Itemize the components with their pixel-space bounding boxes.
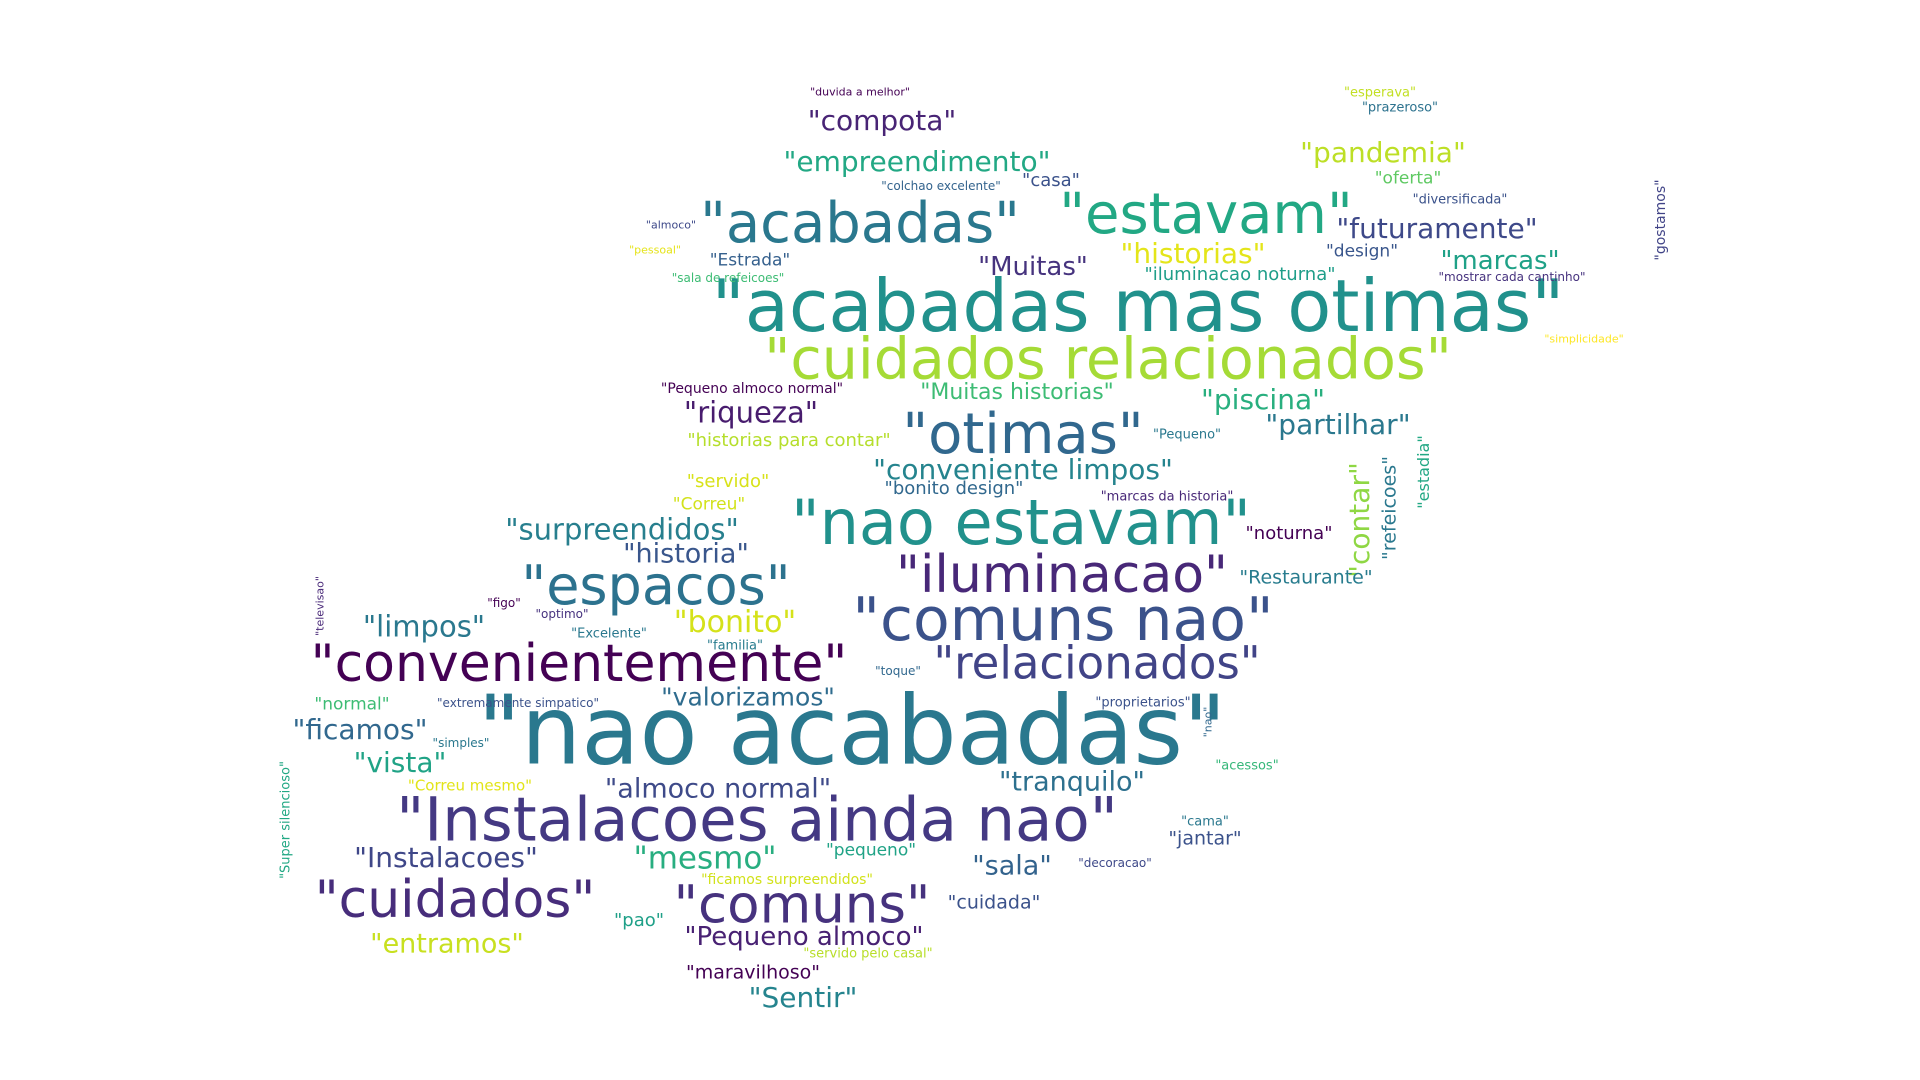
- word: "casa": [1022, 170, 1080, 191]
- word: "surpreendidos": [505, 512, 739, 547]
- word: "valorizamos": [661, 682, 835, 712]
- word: "bonito": [673, 605, 797, 640]
- word: "diversificada": [1412, 192, 1508, 208]
- word: "Excelente": [571, 626, 647, 642]
- word: "historia": [623, 538, 749, 570]
- word: "maravilhoso": [685, 961, 821, 984]
- word: "duvida a melhor": [810, 85, 910, 99]
- word: "empreendimento": [783, 145, 1051, 178]
- word: "acabadas mas otimas": [711, 264, 1565, 348]
- word: "pequeno": [825, 840, 917, 861]
- word: "Pequeno almoco": [684, 922, 924, 952]
- word: "pandemia": [1300, 136, 1466, 169]
- word: "Correu": [672, 494, 746, 515]
- word: "Instalacoes ainda nao": [396, 784, 1118, 856]
- word: "marcas da historia": [1100, 489, 1234, 505]
- word: "convenientemente": [310, 634, 848, 694]
- word: "historias": [1120, 237, 1266, 270]
- word: "pao": [613, 910, 665, 931]
- word: "Instalacoes": [354, 841, 538, 874]
- word: "tranquilo": [999, 766, 1145, 798]
- word: "iluminacao": [896, 545, 1228, 605]
- word: "mesmo": [633, 840, 777, 877]
- word: "Estrada": [709, 250, 791, 271]
- word: "acabadas": [700, 191, 1020, 256]
- word: "pessoal": [629, 243, 681, 257]
- word: "cuidados": [314, 870, 596, 930]
- word: "almoco": [645, 218, 697, 232]
- word: "esperava": [1344, 85, 1416, 101]
- word: "piscina": [1201, 383, 1325, 416]
- word: "servido": [686, 471, 770, 492]
- word: "optimo": [535, 607, 589, 621]
- word: "espacos": [521, 554, 791, 617]
- word: "mostrar cada cantinho": [1438, 270, 1586, 284]
- word: "gostamos": [1653, 179, 1669, 261]
- word: "proprietarios": [1095, 695, 1191, 711]
- word: "Pequeno almoco normal": [660, 381, 844, 397]
- word: "Muitas": [978, 252, 1088, 282]
- word: "riqueza": [683, 395, 819, 430]
- word: "acessos": [1215, 758, 1279, 774]
- word: "sala de refeicoes": [671, 271, 785, 285]
- word: "estadia": [1414, 435, 1433, 509]
- word: "figo": [487, 596, 521, 610]
- word: "extremamente simpatico": [437, 696, 599, 710]
- word: "servido pelo casal": [803, 946, 933, 962]
- word: "iluminacao noturna": [1144, 264, 1336, 285]
- word: "simples": [432, 736, 490, 750]
- word: "prazeroso": [1361, 100, 1439, 116]
- word: "decoracao": [1078, 856, 1152, 870]
- word: "televisao": [313, 576, 327, 636]
- word: "conveniente limpos": [873, 453, 1173, 486]
- word: "bonito design": [884, 478, 1024, 499]
- word: "marcas": [1440, 246, 1560, 276]
- word: "Pequeno": [1152, 427, 1222, 443]
- word: "comuns": [673, 874, 931, 936]
- word: "Correu mesmo": [407, 776, 533, 795]
- word: "cuidados relacionados": [764, 326, 1452, 393]
- word: "Restaurante": [1239, 566, 1373, 589]
- word: "nao estavam": [791, 486, 1251, 559]
- word: "Sentir": [748, 981, 858, 1014]
- word: "nao": [1201, 706, 1215, 738]
- word: "partilhar": [1265, 408, 1411, 441]
- word: "otimas": [902, 402, 1144, 467]
- word: "vista": [353, 746, 447, 779]
- word: "sala": [972, 850, 1052, 882]
- word: "cuidada": [947, 891, 1041, 914]
- word: "estavam": [1059, 182, 1353, 247]
- word: "comuns nao": [852, 585, 1274, 655]
- word: "ficamos": [292, 713, 428, 746]
- word: "Super silencioso": [278, 761, 294, 879]
- word: "nao acabadas": [477, 676, 1227, 787]
- word: "toque": [875, 664, 921, 678]
- word: "oferta": [1374, 168, 1442, 189]
- word: "almoco normal": [604, 773, 832, 805]
- word: "refeicoes": [1378, 456, 1401, 560]
- word: "Muitas historias": [920, 380, 1114, 405]
- word: "limpos": [362, 609, 486, 644]
- word: "cama": [1181, 814, 1229, 830]
- word: "simplicidade": [1544, 332, 1624, 346]
- word: "ficamos surpreendidos": [701, 872, 873, 888]
- word: "familia": [707, 638, 763, 654]
- word: "entramos": [370, 928, 524, 960]
- word: "jantar": [1168, 827, 1242, 850]
- word: "contar": [1343, 462, 1376, 578]
- word: "colchao excelente": [881, 179, 1001, 193]
- word: "relacionados": [933, 636, 1261, 690]
- word: "normal": [314, 694, 390, 715]
- word: "noturna": [1245, 523, 1333, 544]
- word: "historias para contar": [687, 430, 891, 451]
- word: "design": [1325, 241, 1399, 262]
- word: "futuramente": [1336, 212, 1538, 245]
- word: "compota": [807, 104, 957, 137]
